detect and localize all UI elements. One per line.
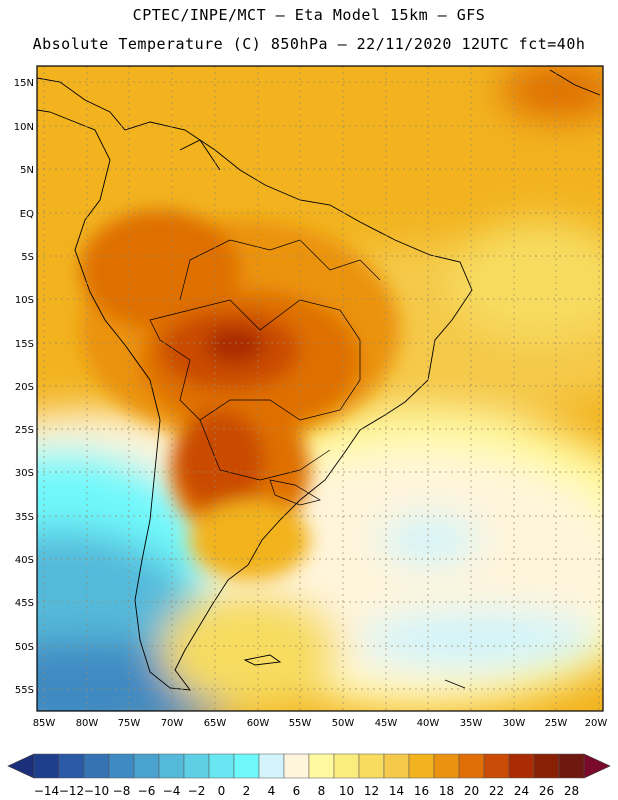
lon-label: 70W: [161, 718, 184, 729]
colorbar-swatch: [258, 753, 285, 779]
title-line-1: CPTEC/INPE/MCT – Eta Model 15km – GFS: [132, 6, 486, 24]
lat-label: 10S: [15, 295, 34, 306]
colorbar-swatch: [158, 753, 185, 779]
colorbar-label: −12: [59, 784, 84, 798]
colorbar-label: 10: [339, 784, 354, 798]
colorbar-label: 0: [218, 784, 226, 798]
colorbar-swatch: [83, 753, 110, 779]
colorbar-swatch: [183, 753, 210, 779]
colorbar-swatch: [308, 753, 335, 779]
colorbar-label: 8: [318, 784, 326, 798]
longitude-labels: 85W 80W 75W 70W 65W 60W 55W 50W 45W 40W …: [33, 718, 608, 729]
colorbar-label: 26: [539, 784, 554, 798]
colorbar-label: 24: [514, 784, 529, 798]
lon-label: 30W: [503, 718, 526, 729]
lat-label: 50S: [15, 642, 34, 653]
colorbar-swatch: [533, 753, 560, 779]
colorbar-swatch: [358, 753, 385, 779]
colorbar-swatch: [483, 753, 510, 779]
colorbar-swatch: [233, 753, 260, 779]
colorbar-swatch: [458, 753, 485, 779]
colorbar-label: −14: [34, 784, 59, 798]
lon-label: 50W: [332, 718, 355, 729]
lon-label: 40W: [417, 718, 440, 729]
map-frame: [36, 65, 604, 712]
lat-label: 5N: [20, 165, 34, 176]
graticule: [37, 66, 603, 711]
colorbar-label: 14: [389, 784, 404, 798]
colorbar-swatch: [383, 753, 410, 779]
lon-label: 45W: [375, 718, 398, 729]
colorbar-high-arrow: [583, 753, 611, 779]
lat-label: 15N: [14, 78, 34, 89]
colorbar-label: 12: [364, 784, 379, 798]
colorbar-label: 6: [293, 784, 301, 798]
colorbar-label: −2: [188, 784, 206, 798]
colorbar-swatch: [408, 753, 435, 779]
lon-label: 20W: [585, 718, 608, 729]
colorbar-swatch: [208, 753, 235, 779]
latitude-labels: 15N 10N 5N EQ 5S 10S 15S 20S 25S 30S 35S…: [14, 78, 34, 696]
lat-label: 20S: [15, 382, 34, 393]
lat-label: EQ: [20, 209, 34, 220]
colorbar-swatch: [433, 753, 460, 779]
colorbar: −14 −12 −10 −8 −6 −4 −2 0 2 4 6 8 10 12 14 16 18 20 22 24 26…: [7, 753, 611, 798]
coastlines: [37, 69, 601, 691]
lat-label: 15S: [15, 339, 34, 350]
lat-label: 45S: [15, 598, 34, 609]
lat-label: 5S: [21, 252, 34, 263]
lon-label: 55W: [289, 718, 312, 729]
lat-label: 40S: [15, 555, 34, 566]
lat-label: 35S: [15, 512, 34, 523]
colorbar-label: 28: [564, 784, 579, 798]
lon-label: 60W: [247, 718, 270, 729]
colorbar-label: −4: [163, 784, 181, 798]
temperature-field: [37, 66, 603, 711]
colorbar-label: 2: [243, 784, 251, 798]
lat-label: 30S: [15, 468, 34, 479]
colorbar-label: 20: [464, 784, 479, 798]
colorbar-label: −10: [84, 784, 109, 798]
colorbar-label: 22: [489, 784, 504, 798]
lon-label: 85W: [33, 718, 56, 729]
lat-label: 25S: [15, 425, 34, 436]
colorbar-swatch: [133, 753, 160, 779]
lat-label: 55S: [15, 685, 34, 696]
colorbar-swatch: [58, 753, 85, 779]
colorbar-label: 18: [439, 784, 454, 798]
colorbar-label: −6: [138, 784, 156, 798]
lon-label: 65W: [204, 718, 227, 729]
colorbar-label: −8: [113, 784, 131, 798]
colorbar-swatch: [33, 753, 60, 779]
colorbar-swatch: [283, 753, 310, 779]
lon-label: 35W: [460, 718, 483, 729]
colorbar-swatch: [508, 753, 535, 779]
colorbar-label: 16: [414, 784, 429, 798]
title-line-2: Absolute Temperature (C) 850hPa – 22/11/…: [32, 35, 586, 53]
lon-label: 25W: [545, 718, 568, 729]
lon-label: 80W: [76, 718, 99, 729]
colorbar-low-arrow: [7, 753, 35, 779]
colorbar-swatch: [558, 753, 585, 779]
lon-label: 75W: [118, 718, 141, 729]
lat-label: 10N: [14, 122, 34, 133]
colorbar-swatch: [333, 753, 360, 779]
colorbar-label: 4: [268, 784, 276, 798]
colorbar-swatch: [108, 753, 135, 779]
